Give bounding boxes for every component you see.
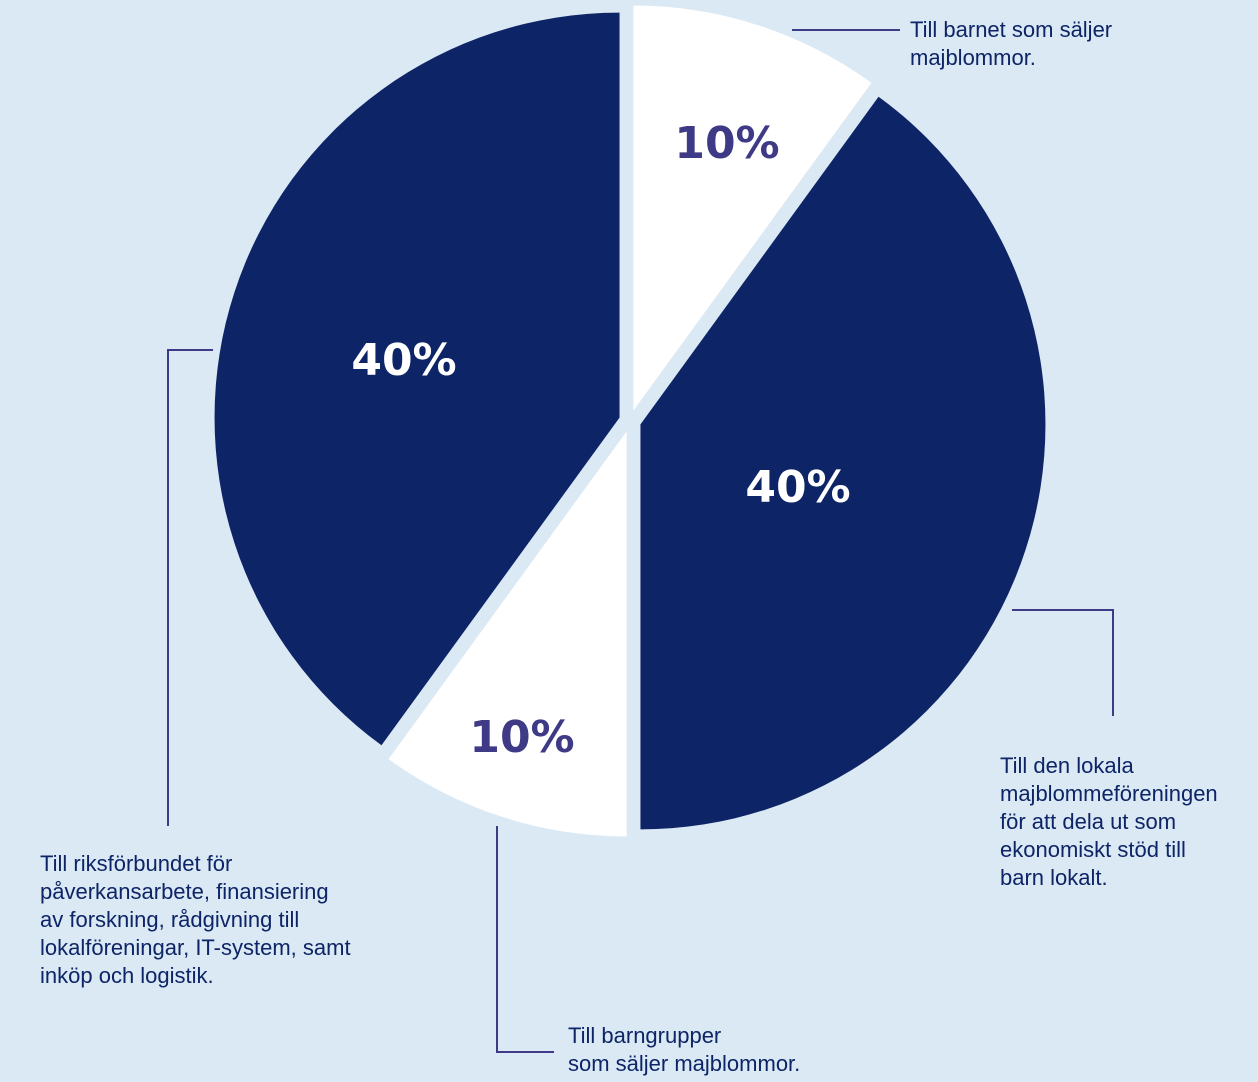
leader-line-2: [1012, 609, 1114, 716]
value-label-1: 10%: [674, 118, 779, 169]
pie-slice-2: [640, 96, 1046, 830]
slice-label-3: Till barngrupper som säljer majblommor.: [568, 1023, 801, 1076]
pie-slices: [214, 5, 1046, 837]
value-label-4: 40%: [351, 335, 456, 386]
leader-lines: [167, 29, 1114, 1053]
leader-line-4: [167, 349, 213, 826]
slice-label-1: Till barnet som säljer majblommor.: [910, 17, 1113, 70]
value-label-3: 10%: [469, 712, 574, 763]
pie-slice-3: [388, 431, 627, 837]
pie-slice-4: [214, 12, 620, 746]
value-labels: 10% 40% 10% 40%: [351, 118, 850, 763]
value-label-2: 40%: [745, 462, 850, 513]
leader-line-3: [496, 826, 554, 1053]
slice-label-4: Till riksförbundet för påverkansarbete, …: [40, 851, 351, 988]
pie-slice-1: [633, 5, 872, 411]
slice-label-2: Till den lokala majblommeföreningen för …: [1000, 753, 1218, 890]
